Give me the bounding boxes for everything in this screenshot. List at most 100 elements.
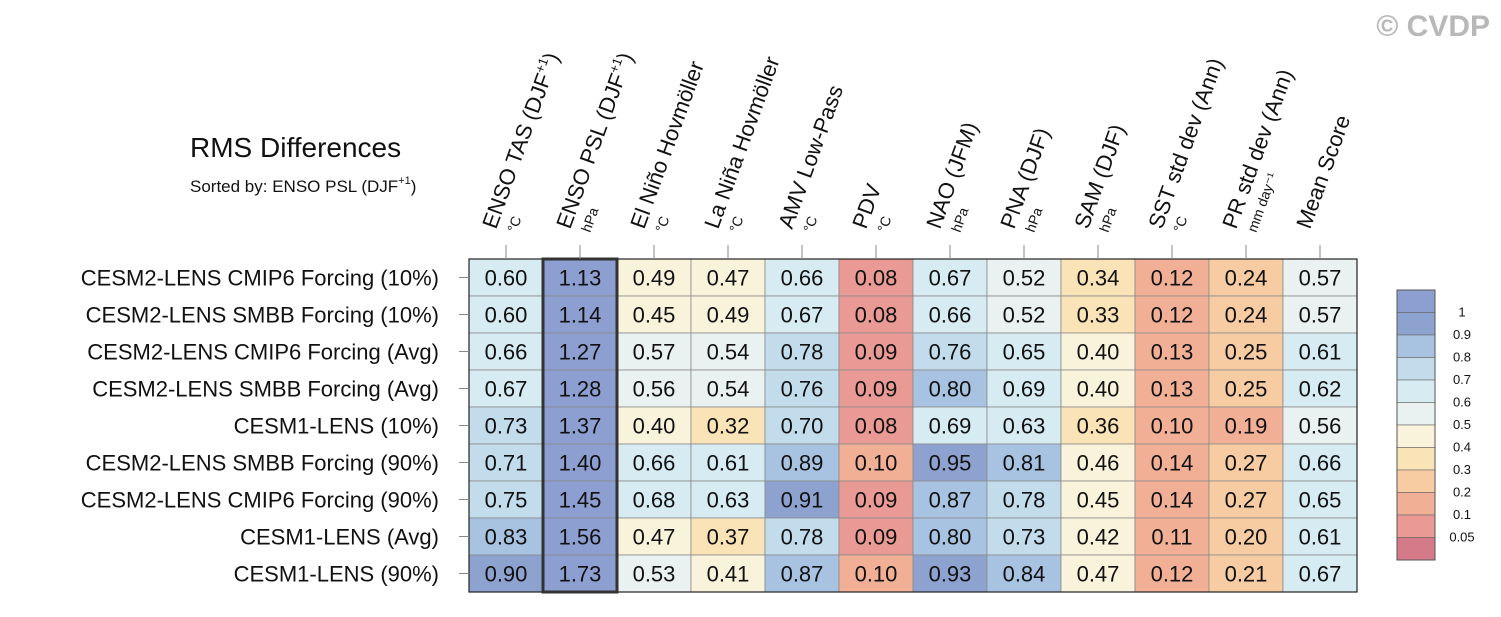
- heatmap-cell: [912, 554, 988, 593]
- cell-value-label: 0.83: [485, 525, 528, 550]
- cell-value-label: 0.42: [1077, 525, 1120, 550]
- column-unit: °C: [726, 214, 746, 234]
- cell-value-label: 0.24: [1225, 303, 1268, 328]
- heatmap-cell: [468, 480, 544, 519]
- colorbar-tick-label: 0.4: [1453, 440, 1471, 455]
- heatmap-cell: [1134, 258, 1210, 297]
- cell-value-label: 0.66: [929, 303, 972, 328]
- colorbar-segment: [1396, 447, 1436, 471]
- row-label: CESM2-LENS CMIP6 Forcing (10%): [81, 266, 439, 291]
- cell-value-label: 0.27: [1225, 451, 1268, 476]
- heatmap-cell: [1282, 332, 1358, 371]
- heatmap-cell: [912, 517, 988, 556]
- cell-value-label: 0.87: [929, 488, 972, 513]
- heatmap-cell: [468, 258, 544, 297]
- cell-value-label: 0.52: [1003, 303, 1046, 328]
- cell-value-label: 0.47: [1077, 562, 1120, 587]
- cell-value-label: 0.40: [633, 414, 676, 439]
- column-header-label: PNA (DJF): [995, 124, 1054, 231]
- cell-value-label: 0.25: [1225, 340, 1268, 365]
- cell-value-label: 0.66: [485, 340, 528, 365]
- cell-value-label: 0.95: [929, 451, 972, 476]
- column-header-sup: +1: [532, 56, 551, 75]
- heatmap-cell: [1282, 554, 1358, 593]
- subtitle-prefix: Sorted by: ENSO PSL (DJF: [190, 177, 398, 196]
- heatmap-cell: [468, 406, 544, 445]
- colorbar-legend: 1 0.9 0.8 0.7 0.6 0.5 0.4 0.3 0.2 0.1 0.05: [1396, 289, 1475, 561]
- cell-value-label: 0.24: [1225, 266, 1268, 291]
- cell-value-label: 0.63: [707, 488, 750, 513]
- colorbar-segment: [1396, 537, 1436, 561]
- cell-value-label: 0.45: [633, 303, 676, 328]
- heatmap-cell: [764, 295, 840, 334]
- column-header-sup: +1: [606, 56, 625, 75]
- cell-value-label: 0.09: [855, 525, 898, 550]
- cell-value-label: 0.37: [707, 525, 750, 550]
- heatmap-cell: [838, 480, 914, 519]
- cell-value-label: 0.32: [707, 414, 750, 439]
- heatmap-cell: [1060, 443, 1136, 482]
- heatmap-cell: [986, 443, 1062, 482]
- heatmap-cell: [542, 554, 618, 593]
- cell-value-label: 0.63: [1003, 414, 1046, 439]
- cell-value-label: 0.78: [781, 340, 824, 365]
- column-header: PNA (DJF)hPa: [995, 124, 1054, 234]
- cell-value-label: 0.67: [781, 303, 824, 328]
- column-header-label: SST std dev (Ann): [1143, 55, 1228, 232]
- heatmap-cell: [1208, 554, 1284, 593]
- heatmap-cell: [616, 554, 692, 593]
- heatmap-cell: [764, 517, 840, 556]
- heatmap-cell: [912, 406, 988, 445]
- column-header-label: ENSO PSL (DJF+1): [550, 49, 638, 232]
- cvdp-watermark: © CVDP: [1376, 10, 1490, 43]
- heatmap-cell: [1060, 295, 1136, 334]
- heatmap-cell: [616, 406, 692, 445]
- cell-value-label: 0.57: [1299, 266, 1342, 291]
- column-header-text: Mean Score: [1291, 112, 1355, 232]
- heatmap-cell: [838, 369, 914, 408]
- column-header-text: AMV Low-Pass: [773, 82, 848, 232]
- cell-value-label: 0.87: [781, 562, 824, 587]
- cell-value-label: 0.09: [855, 377, 898, 402]
- cell-value-label: 0.10: [1151, 414, 1194, 439]
- cell-value-label: 0.91: [781, 488, 824, 513]
- cell-value-label: 0.08: [855, 303, 898, 328]
- cell-value-label: 0.49: [633, 266, 676, 291]
- heatmap-cell: [986, 406, 1062, 445]
- column-header-label: AMV Low-Pass: [773, 82, 848, 232]
- colorbar-segment: [1396, 357, 1436, 381]
- heatmap-cell: [838, 258, 914, 297]
- cell-value-label: 0.54: [707, 377, 750, 402]
- cell-value-label: 0.69: [1003, 377, 1046, 402]
- cell-value-label: 0.40: [1077, 340, 1120, 365]
- cell-value-label: 0.78: [781, 525, 824, 550]
- heatmap-cell: [986, 295, 1062, 334]
- cell-value-label: 0.71: [485, 451, 528, 476]
- row-label: CESM2-LENS SMBB Forcing (10%): [86, 303, 439, 328]
- heatmap-cell: [1208, 406, 1284, 445]
- column-header: NAO (JFM)hPa: [921, 119, 983, 234]
- cell-value-label: 0.27: [1225, 488, 1268, 513]
- cell-value-label: 0.60: [485, 266, 528, 291]
- heatmap-cell: [1134, 443, 1210, 482]
- cell-value-label: 0.75: [485, 488, 528, 513]
- column-unit: °C: [504, 214, 524, 234]
- subtitle-sup: +1: [398, 175, 411, 187]
- heatmap-cell: [1134, 480, 1210, 519]
- cell-value-label: 0.56: [1299, 414, 1342, 439]
- heatmap-cell: [764, 332, 840, 371]
- cell-value-label: 0.36: [1077, 414, 1120, 439]
- heatmap-cell: [1282, 258, 1358, 297]
- cell-value-label: 1.45: [559, 488, 602, 513]
- column-header-text: PNA (DJF): [995, 124, 1054, 231]
- colorbar-segment: [1396, 402, 1436, 426]
- column-unit: °C: [874, 214, 894, 234]
- cell-value-label: 0.14: [1151, 488, 1194, 513]
- heatmap-cell: [690, 332, 766, 371]
- cell-value-label: 0.66: [781, 266, 824, 291]
- heatmap-cell: [1282, 369, 1358, 408]
- column-header-label: Mean Score: [1291, 112, 1355, 232]
- heatmap-cell: [912, 369, 988, 408]
- heatmap-cell: [690, 369, 766, 408]
